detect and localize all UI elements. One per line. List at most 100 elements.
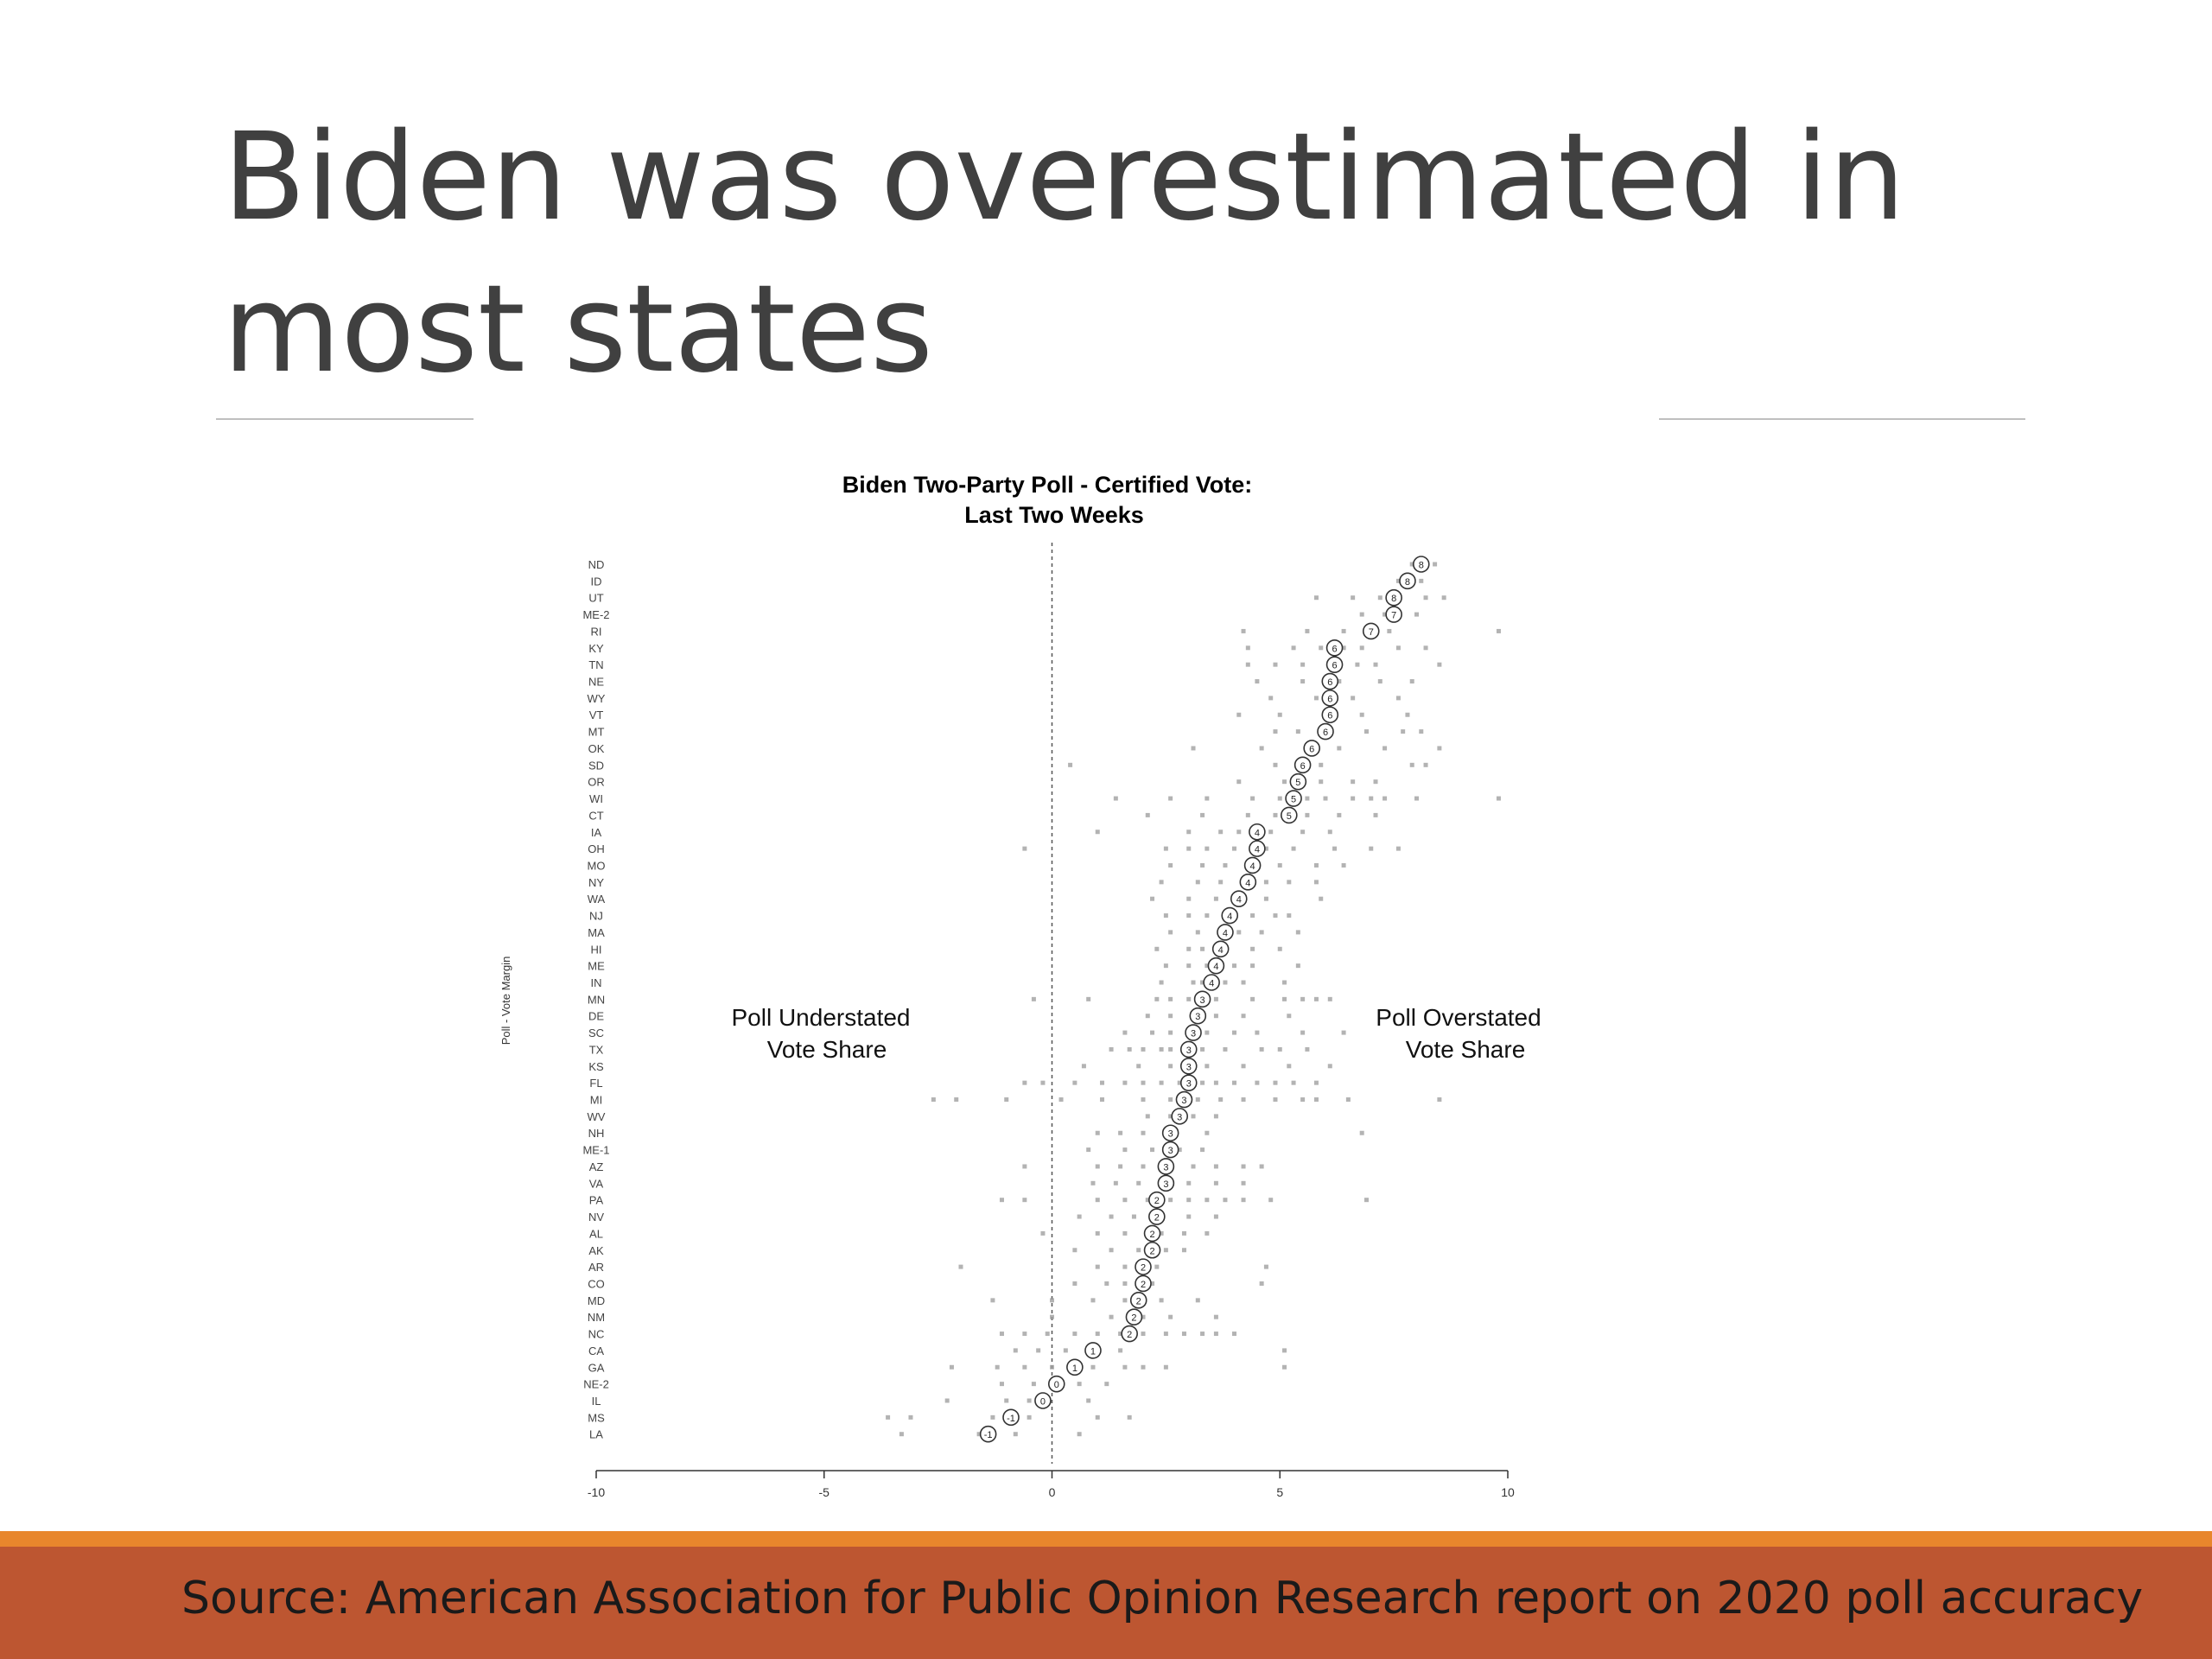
poll-point bbox=[1205, 963, 1210, 969]
state-average-marker bbox=[1135, 1258, 1152, 1275]
poll-point bbox=[1095, 1130, 1100, 1135]
poll-point bbox=[954, 1097, 959, 1103]
poll-point bbox=[1263, 896, 1268, 901]
poll-point bbox=[1186, 913, 1192, 918]
poll-point bbox=[1168, 1030, 1173, 1035]
poll-point bbox=[1013, 1348, 1018, 1353]
state-average-label: 4 bbox=[1236, 895, 1242, 906]
poll-point bbox=[1313, 1080, 1319, 1085]
poll-point bbox=[931, 1097, 936, 1103]
poll-point bbox=[1377, 679, 1382, 684]
poll-point bbox=[1095, 1164, 1100, 1169]
state-label: AR bbox=[588, 1261, 604, 1274]
state-average-marker bbox=[1157, 1158, 1175, 1175]
poll-point bbox=[1150, 1281, 1155, 1286]
poll-point bbox=[1255, 1030, 1260, 1035]
poll-point bbox=[1218, 880, 1224, 885]
x-tick-label: 5 bbox=[1276, 1485, 1283, 1499]
poll-point bbox=[1136, 1064, 1141, 1069]
poll-point bbox=[1086, 1147, 1091, 1153]
state-label: NH bbox=[588, 1127, 605, 1140]
state-average-label: 6 bbox=[1327, 677, 1332, 688]
poll-point bbox=[1205, 796, 1210, 801]
state-average-label: 2 bbox=[1136, 1296, 1141, 1306]
state-label: IN bbox=[591, 976, 602, 989]
poll-point bbox=[1022, 1164, 1027, 1169]
poll-point bbox=[1004, 1097, 1009, 1103]
poll-point bbox=[1405, 712, 1410, 717]
poll-point bbox=[1395, 846, 1401, 851]
state-average-label: 6 bbox=[1309, 744, 1314, 754]
state-average-label: 5 bbox=[1295, 778, 1300, 788]
poll-point bbox=[1441, 595, 1446, 601]
state-average-label: 6 bbox=[1327, 711, 1332, 721]
poll-point bbox=[1327, 1064, 1332, 1069]
poll-point bbox=[999, 1198, 1004, 1203]
poll-point bbox=[1250, 796, 1255, 801]
state-label: NE-2 bbox=[583, 1378, 609, 1391]
poll-point bbox=[1127, 1046, 1132, 1052]
poll-point bbox=[1200, 812, 1205, 817]
poll-point bbox=[1218, 1097, 1224, 1103]
poll-point bbox=[1295, 729, 1300, 734]
poll-point bbox=[1291, 846, 1296, 851]
poll-point bbox=[1337, 746, 1342, 751]
source-citation: Source: American Association for Public … bbox=[181, 1573, 2144, 1624]
poll-point bbox=[1109, 1248, 1114, 1253]
poll-point bbox=[1031, 1382, 1036, 1387]
poll-point bbox=[1159, 1230, 1164, 1236]
poll-point bbox=[1300, 679, 1306, 684]
poll-point bbox=[1241, 628, 1246, 633]
poll-point bbox=[1118, 1130, 1123, 1135]
poll-point bbox=[1050, 1314, 1054, 1319]
poll-point bbox=[1409, 679, 1414, 684]
state-label: IL bbox=[592, 1395, 601, 1408]
state-label: WV bbox=[588, 1110, 606, 1123]
state-label: NM bbox=[588, 1311, 605, 1324]
poll-point bbox=[1050, 1298, 1054, 1303]
x-tick-label: 10 bbox=[1501, 1485, 1515, 1499]
state-average-marker bbox=[1121, 1325, 1138, 1343]
poll-point bbox=[1090, 1364, 1096, 1370]
poll-point bbox=[1341, 1030, 1346, 1035]
annotation-left-line2: Vote Share bbox=[767, 1036, 887, 1063]
poll-point bbox=[1122, 1080, 1128, 1085]
state-average-label: 0 bbox=[1054, 1380, 1059, 1390]
poll-point bbox=[1250, 963, 1255, 969]
state-label: KS bbox=[588, 1060, 604, 1073]
poll-point bbox=[1273, 1097, 1278, 1103]
poll-point bbox=[1268, 1198, 1274, 1203]
poll-point bbox=[990, 1298, 995, 1303]
poll-point bbox=[1409, 762, 1414, 767]
annotation-right-line1: Poll Overstated bbox=[1376, 1004, 1541, 1031]
state-label: IA bbox=[591, 826, 602, 839]
slide-title: Biden was overestimated in most states bbox=[223, 102, 2037, 406]
state-label: UT bbox=[588, 592, 603, 605]
poll-point bbox=[1109, 1046, 1114, 1052]
poll-point bbox=[1323, 796, 1328, 801]
state-average-label: 6 bbox=[1323, 728, 1328, 738]
poll-point bbox=[1195, 1097, 1200, 1103]
state-label: KY bbox=[588, 642, 604, 655]
poll-point bbox=[1013, 1432, 1018, 1437]
poll-point bbox=[1186, 996, 1192, 1001]
poll-point bbox=[1213, 996, 1218, 1001]
state-average-marker bbox=[1193, 990, 1211, 1008]
state-average-marker bbox=[1221, 906, 1239, 925]
poll-point bbox=[1122, 1264, 1128, 1269]
poll-point bbox=[1122, 1198, 1128, 1203]
poll-point bbox=[1273, 812, 1278, 817]
state-label: WY bbox=[588, 692, 606, 705]
poll-point bbox=[1186, 963, 1192, 969]
footer-accent-line bbox=[0, 1531, 2212, 1547]
state-average-label: 4 bbox=[1218, 945, 1224, 956]
poll-point bbox=[1341, 628, 1346, 633]
state-average-label: 2 bbox=[1154, 1213, 1160, 1224]
poll-point bbox=[1136, 1180, 1141, 1185]
state-average-marker bbox=[1161, 1141, 1179, 1159]
poll-point bbox=[1273, 762, 1278, 767]
poll-point bbox=[1113, 796, 1118, 801]
poll-point bbox=[1205, 1230, 1210, 1236]
state-average-marker bbox=[1179, 1074, 1198, 1091]
poll-point bbox=[1327, 996, 1332, 1001]
